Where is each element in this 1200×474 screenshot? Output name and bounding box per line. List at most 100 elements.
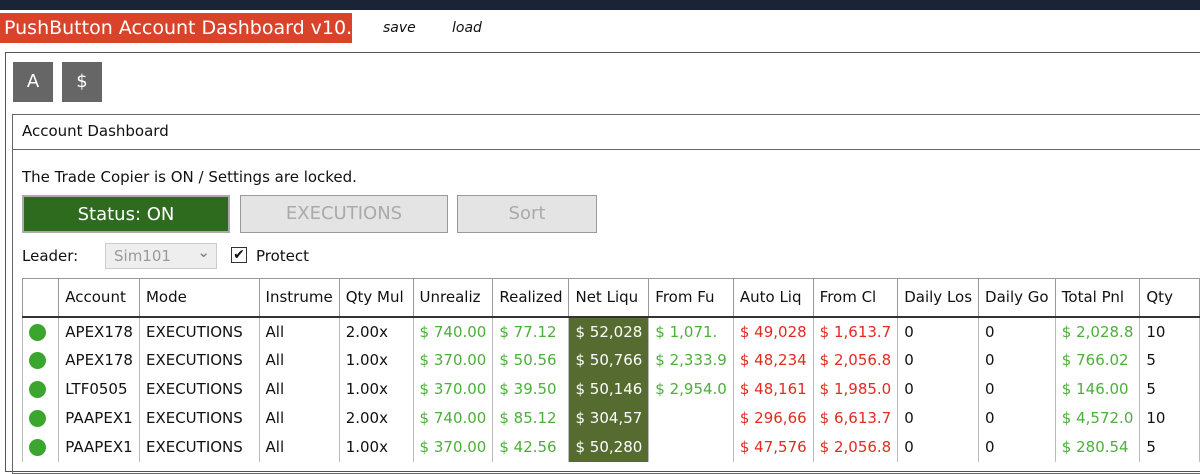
table-cell: $ 740.00 — [412, 316, 494, 346]
status-button[interactable]: Status: ON — [22, 195, 230, 233]
table-cell — [648, 403, 734, 433]
status-cell — [21, 432, 60, 462]
header-cell: Unrealiz — [412, 278, 494, 318]
table-cell: $ 146.00 — [1054, 374, 1141, 404]
table-cell: EXECUTIONS — [138, 316, 260, 346]
table-cell: 0 — [978, 374, 1056, 404]
leader-select[interactable]: Sim101 — [105, 240, 217, 269]
table-cell: EXECUTIONS — [138, 374, 260, 404]
protect-label: Protect — [256, 247, 310, 265]
table-cell: All — [258, 374, 340, 404]
table-cell: $ 39.50 — [492, 374, 570, 404]
table-cell: $ 47,576 — [732, 432, 814, 462]
header-cell: Qty — [1139, 278, 1200, 318]
table-cell: $ 85.12 — [492, 403, 570, 433]
header-cell: Instrume — [258, 278, 340, 318]
header-cell: Total Pnl — [1054, 278, 1141, 318]
header-cell: Realized — [492, 278, 570, 318]
table-cell: APEX178 — [58, 316, 140, 346]
table-cell: $ 370.00 — [412, 374, 494, 404]
separator — [12, 149, 1200, 150]
table-cell — [648, 432, 734, 462]
accounts-table: Account Mode Instrume Qty Mul Unrealiz Realiz… — [21, 278, 1200, 462]
table-cell: $ 2,333.9 — [648, 345, 734, 375]
table-cell: All — [258, 316, 340, 346]
table-cell: $ 2,056.8 — [812, 345, 899, 375]
table-cell: 0 — [978, 403, 1056, 433]
top-strip — [0, 0, 1200, 10]
table-cell: All — [258, 432, 340, 462]
table-cell: PAAPEX1 — [58, 403, 140, 433]
status-message: The Trade Copier is ON / Settings are lo… — [22, 168, 357, 186]
table-cell: 5 — [1139, 345, 1200, 375]
table-row: APEX178 EXECUTIONS All 2.00x $ 740.00 $ 77.12… — [21, 316, 1200, 346]
table-cell: APEX178 — [58, 345, 140, 375]
table-cell: 2.00x — [338, 403, 414, 433]
table-cell: $ 1,071. — [648, 316, 734, 346]
header-cell: Daily Go — [978, 278, 1056, 318]
save-menu[interactable]: save — [383, 20, 416, 36]
table-cell: $ 50,280 — [568, 432, 650, 462]
table-cell: $ 2,056.8 — [812, 432, 899, 462]
status-cell — [21, 316, 60, 346]
table-cell: 0 — [897, 316, 980, 346]
table-cell: 1.00x — [338, 374, 414, 404]
table-row: PAAPEX1 EXECUTIONS All 1.00x $ 370.00 $ 42.56… — [21, 432, 1200, 462]
table-cell: All — [258, 345, 340, 375]
table-cell: 0 — [897, 345, 980, 375]
table-cell: 0 — [978, 345, 1056, 375]
status-cell — [21, 374, 60, 404]
table-cell: 5 — [1139, 432, 1200, 462]
sort-button[interactable]: Sort — [457, 195, 597, 233]
table-cell: $ 766.02 — [1054, 345, 1141, 375]
header-cell — [21, 278, 60, 318]
status-cell — [21, 403, 60, 433]
leader-label: Leader: — [22, 247, 79, 265]
table-cell: 10 — [1139, 316, 1200, 346]
table-cell: $ 1,613.7 — [812, 316, 899, 346]
table-cell: $ 296,66 — [732, 403, 814, 433]
header-cell: Mode — [138, 278, 260, 318]
table-cell: $ 2,954.0 — [648, 374, 734, 404]
header-cell: From Fu — [648, 278, 734, 318]
table-cell: $ 48,161 — [732, 374, 814, 404]
header-cell: Auto Liq — [732, 278, 814, 318]
table-cell: EXECUTIONS — [138, 345, 260, 375]
load-menu[interactable]: load — [452, 20, 482, 36]
table-cell: All — [258, 403, 340, 433]
table-cell: $ 50,146 — [568, 374, 650, 404]
table-cell: 1.00x — [338, 432, 414, 462]
panel-title: Account Dashboard — [22, 122, 169, 140]
app-title: PushButton Account Dashboard v10.1 — [0, 13, 364, 43]
table-cell: EXECUTIONS — [138, 432, 260, 462]
table-cell: $ 280.54 — [1054, 432, 1141, 462]
table-cell: 0 — [897, 403, 980, 433]
table-cell: 0 — [978, 316, 1056, 346]
table-cell: 10 — [1139, 403, 1200, 433]
status-dot — [29, 352, 46, 369]
table-cell: $ 49,028 — [732, 316, 814, 346]
status-dot — [29, 439, 46, 456]
table-cell: 5 — [1139, 374, 1200, 404]
status-dot — [29, 323, 46, 341]
table-cell: $ 50.56 — [492, 345, 570, 375]
protect-checkbox[interactable]: ✔ — [231, 247, 247, 263]
table-cell: LTF0505 — [58, 374, 140, 404]
header-cell: Account — [58, 278, 140, 318]
toolbar-button[interactable]: $ — [62, 62, 102, 102]
header-cell: From Cl — [812, 278, 899, 318]
status-cell — [21, 345, 60, 375]
table-cell: 1.00x — [338, 345, 414, 375]
table-cell: $ 4,572.0 — [1054, 403, 1141, 433]
executions-button[interactable]: EXECUTIONS — [240, 195, 448, 233]
table-cell: $ 740.00 — [412, 403, 494, 433]
table-cell: 0 — [978, 432, 1056, 462]
table-cell: 0 — [897, 432, 980, 462]
table-cell: $ 52,028 — [568, 316, 650, 346]
table-cell: 2.00x — [338, 316, 414, 346]
table-cell: 0 — [897, 374, 980, 404]
table-cell: $ 2,028.8 — [1054, 316, 1141, 346]
toolbar-button[interactable]: A — [13, 62, 53, 102]
header-cell: Daily Los — [897, 278, 980, 318]
